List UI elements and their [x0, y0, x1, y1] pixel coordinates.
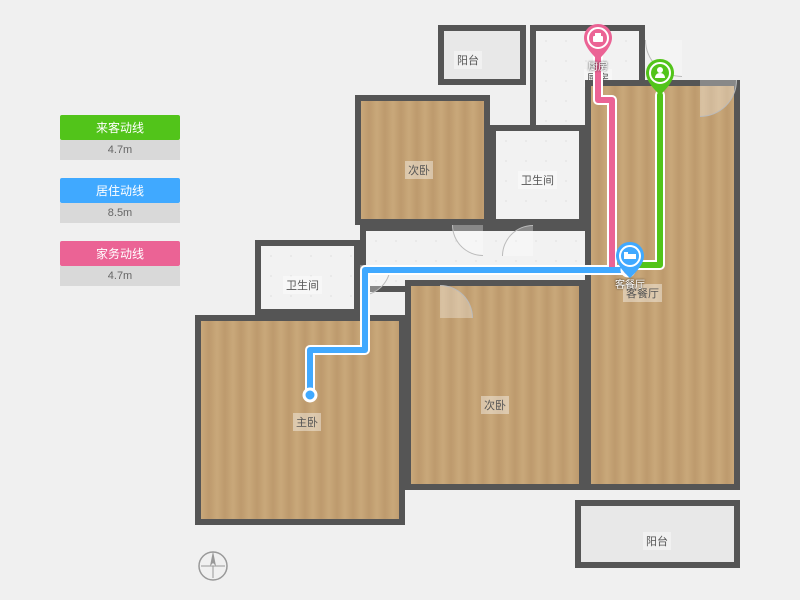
legend-value: 8.5m — [60, 203, 180, 223]
compass-icon — [195, 548, 231, 584]
legend-value: 4.7m — [60, 140, 180, 160]
room-bedroom-2a: 次卧 — [355, 95, 490, 225]
legend-title: 来客动线 — [60, 115, 180, 140]
legend: 来客动线 4.7m 居住动线 8.5m 家务动线 4.7m — [60, 115, 180, 304]
marker-label: 客餐厅 — [615, 276, 645, 291]
legend-title: 居住动线 — [60, 178, 180, 203]
room-label: 卫生间 — [283, 276, 322, 294]
marker-label: 厨房 — [588, 58, 608, 73]
room-label: 次卧 — [481, 396, 509, 414]
room-balcony-top: 阳台 — [438, 25, 526, 85]
legend-value: 4.7m — [60, 266, 180, 286]
kitchen-marker: 厨房 — [584, 24, 612, 60]
floorplan-stage: 来客动线 4.7m 居住动线 8.5m 家务动线 4.7m 阳台厨房次卧卫生间客… — [0, 0, 800, 600]
room-bath-left: 卫生间 — [255, 240, 360, 315]
room-label: 次卧 — [405, 161, 433, 179]
room-living: 客餐厅 — [585, 80, 740, 490]
room-bedroom-2b: 次卧 — [405, 280, 585, 490]
living-marker: 客餐厅 — [616, 242, 644, 278]
room-label: 卫生间 — [518, 171, 557, 189]
room-bedroom-master: 主卧 — [195, 315, 405, 525]
legend-item-living: 居住动线 8.5m — [60, 178, 180, 223]
room-label: 主卧 — [293, 413, 321, 431]
entry-marker — [646, 59, 674, 95]
room-label: 阳台 — [643, 532, 671, 550]
room-label: 阳台 — [454, 51, 482, 69]
room-balcony-bottom: 阳台 — [575, 500, 740, 568]
legend-item-guest: 来客动线 4.7m — [60, 115, 180, 160]
room-bath-top: 卫生间 — [490, 125, 585, 225]
legend-item-chore: 家务动线 4.7m — [60, 241, 180, 286]
legend-title: 家务动线 — [60, 241, 180, 266]
